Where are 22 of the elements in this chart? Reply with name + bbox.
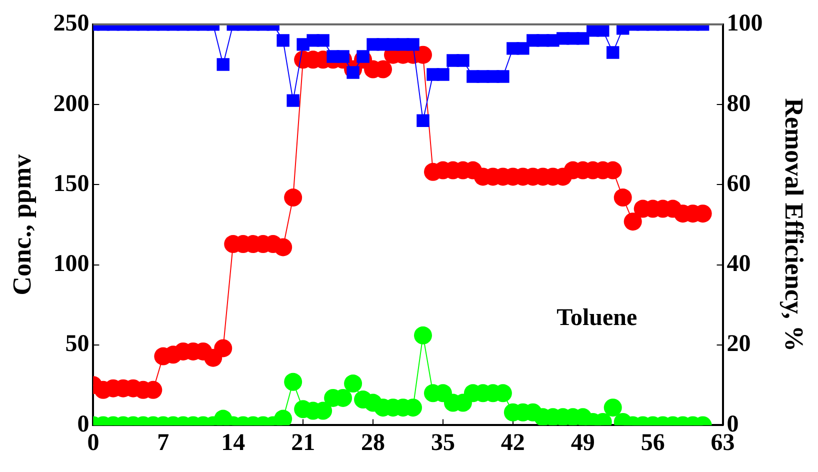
y2-tick-label: 80 [726,90,751,117]
y2-tick-label: 60 [726,170,751,197]
x-tick-label: 49 [570,430,595,456]
y-tick-label: 200 [53,90,90,117]
y-tick-label: 50 [65,331,90,358]
x-tick-label: 21 [291,430,316,456]
x-tick-label: 7 [157,430,170,456]
y2-axis-title: Removal Efficiency, % [780,98,809,352]
y2-tick-label: 20 [726,331,751,358]
y-tick-label: 250 [53,10,90,37]
x-tick-label: 42 [500,430,525,456]
y2-tick-label: 40 [726,251,751,278]
x-tick-label: 28 [361,430,386,456]
y-axis-title: Conc., ppmv [7,154,36,296]
y-tick-label: 150 [53,170,90,197]
x-tick-label: 14 [221,430,246,456]
x-tick-label: 35 [430,430,455,456]
y-tick-label: 0 [77,411,90,438]
x-tick-label: 56 [640,430,665,456]
y2-tick-label: 100 [726,10,763,37]
annotation: Toluene [556,305,638,331]
y-tick-label: 100 [53,251,90,278]
